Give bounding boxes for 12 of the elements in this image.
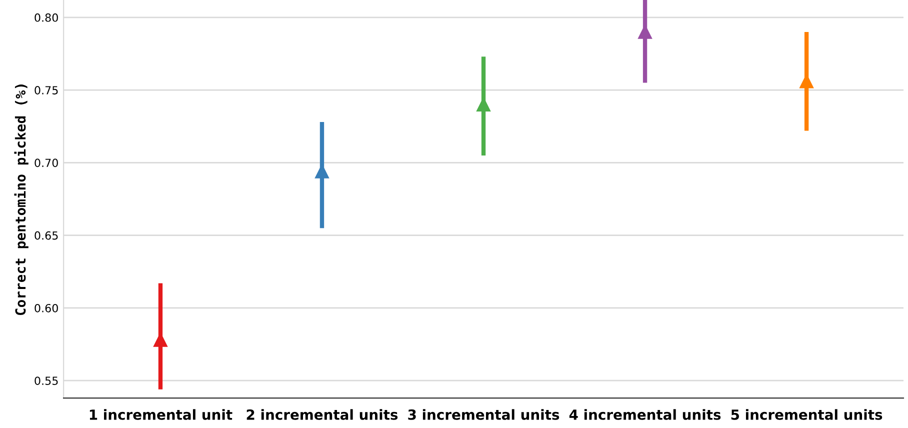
y-tick-label: 0.80 [34,13,58,22]
y-tick-label: 0.55 [34,376,58,385]
x-tick-label: 4 incremental units [569,409,721,420]
x-tick-label: 2 incremental units [246,409,398,420]
x-tick-label: 3 incremental units [408,409,560,420]
y-tick-label: 0.65 [34,231,58,240]
y-tick-label: 0.75 [34,86,58,94]
y-axis-title: Correct pentomino picked (%) [14,84,28,316]
y-tick-label: 0.70 [34,158,58,168]
x-tick-label: 5 incremental units [731,409,882,420]
x-tick-label: 1 incremental unit [90,409,232,420]
y-tick-label: 0.60 [34,304,58,312]
